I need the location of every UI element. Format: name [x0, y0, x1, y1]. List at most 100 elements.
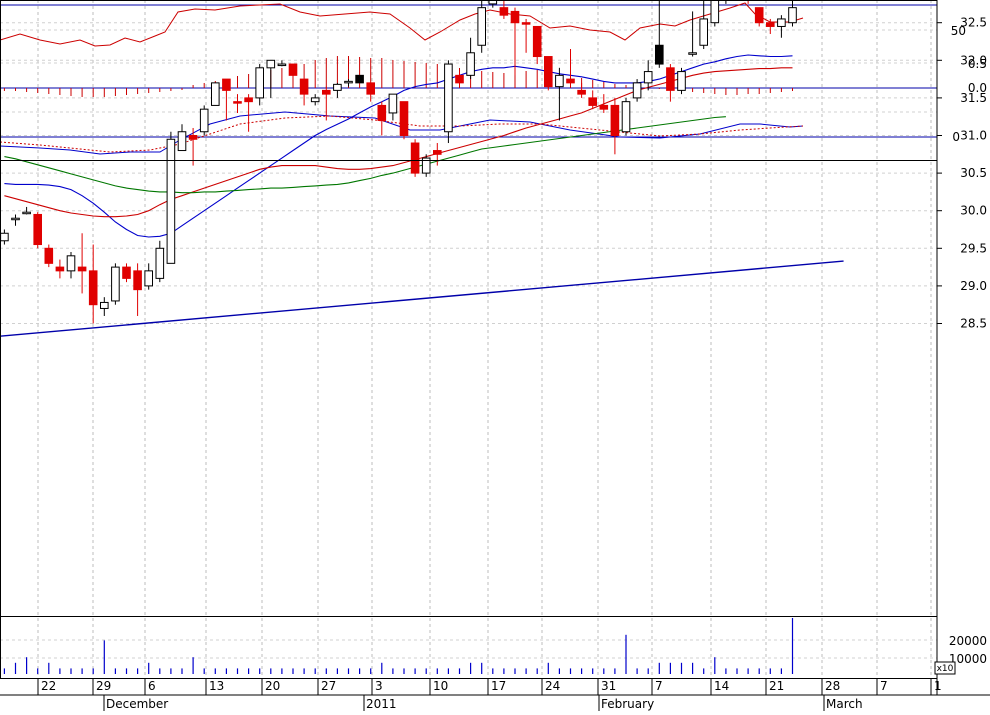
grid	[0, 0, 937, 678]
date-axis-tick-label: 1	[934, 679, 942, 693]
date-axis-tick-label: 20	[265, 679, 280, 693]
price-axis-tick-label: 28.5	[960, 317, 987, 331]
volume-panel	[4, 618, 792, 674]
candle-body	[567, 79, 575, 83]
candle-body	[1, 233, 9, 241]
candle-body	[478, 8, 486, 46]
candle-body	[445, 64, 453, 132]
date-axis-tick-label: 14	[714, 679, 729, 693]
candle-body	[767, 23, 775, 27]
date-axis-tick-label: 7	[880, 679, 888, 693]
candle-body	[278, 64, 286, 66]
candle-body	[112, 267, 120, 301]
candle-body	[411, 143, 419, 173]
candle-body	[456, 75, 464, 83]
candle-body	[467, 53, 475, 76]
panel-border	[1, 617, 938, 679]
candle-body	[89, 271, 97, 305]
date-axis-tick-label: 29	[96, 679, 111, 693]
ind3-axis-tick-label: 0	[952, 130, 960, 144]
month-axis-label: December	[106, 697, 168, 711]
volume-axis-tick-label: 20000	[949, 634, 987, 648]
candle-body	[67, 256, 75, 271]
volume-multiplier-label: x10	[937, 664, 954, 674]
date-axis-tick-label: 6	[148, 679, 156, 693]
candle-body	[167, 139, 175, 263]
candle-body	[522, 23, 530, 25]
candle-body	[711, 0, 719, 23]
candle-body	[500, 8, 508, 16]
candle-body	[644, 72, 652, 83]
candle-body	[101, 302, 109, 308]
date-axis-tick-label: 31	[601, 679, 616, 693]
candle-body	[667, 68, 675, 91]
candle-body	[311, 98, 319, 102]
candle-body	[334, 84, 342, 90]
date-axis-tick-label: 27	[321, 679, 336, 693]
price-axis-tick-label: 29.5	[960, 241, 987, 255]
candle-body	[378, 105, 386, 120]
candle-body	[223, 79, 231, 90]
candle-body	[45, 248, 53, 263]
candle-body	[356, 75, 364, 83]
candle-body	[256, 68, 264, 98]
date-axis-tick-label: 17	[491, 679, 506, 693]
month-axis-label: March	[826, 697, 863, 711]
month-axis-label: 2011	[366, 697, 397, 711]
axis-labels: 34.033.533.032.532.031.531.030.530.029.5…	[38, 0, 987, 711]
panel-frames	[0, 0, 990, 695]
date-axis-tick-label: 7	[655, 679, 663, 693]
candle-body	[12, 218, 20, 220]
candle-body	[400, 102, 408, 136]
candle-body	[289, 64, 297, 75]
candle-body	[578, 90, 586, 94]
candle-body	[345, 81, 353, 83]
candle-body	[755, 8, 763, 23]
candle-body	[145, 271, 153, 286]
month-axis-label: February	[601, 697, 654, 711]
candle-body	[123, 267, 131, 278]
candle-body	[300, 79, 308, 94]
candle-body	[556, 75, 564, 86]
candle-body	[589, 98, 597, 106]
date-axis-tick-label: 10	[433, 679, 448, 693]
candle-body	[367, 83, 375, 94]
rsi-line	[0, 3, 803, 46]
candle-body	[611, 105, 619, 135]
rsi-axis-tick-label: 50	[951, 24, 966, 38]
candle-body	[23, 212, 31, 214]
candle-body	[189, 136, 197, 140]
candle-body	[656, 45, 664, 64]
candle-body	[78, 267, 86, 271]
candle-body	[700, 19, 708, 45]
candle-body	[56, 267, 64, 271]
candle-body	[678, 72, 686, 91]
candle-body	[178, 132, 186, 151]
candle-body	[267, 60, 275, 68]
date-axis-tick-label: 22	[41, 679, 56, 693]
candle-body	[389, 94, 397, 113]
macd-axis-tick-label: 0.5	[968, 57, 987, 71]
candle-body	[789, 8, 797, 23]
price-axis-tick-label: 31.0	[960, 129, 987, 143]
candle-body	[533, 26, 541, 56]
candle-body	[434, 151, 442, 155]
candle-body	[212, 83, 220, 106]
date-axis-tick-label: 13	[209, 679, 224, 693]
candle-body	[34, 214, 42, 244]
price-axis-tick-label: 29.0	[960, 279, 987, 293]
date-axis-tick-label: 21	[769, 679, 784, 693]
candle-body	[234, 102, 242, 104]
candle-body	[545, 57, 553, 87]
price-axis-tick-label: 30.0	[960, 204, 987, 218]
candle-body	[689, 53, 697, 55]
candle-body	[156, 248, 164, 278]
macd-axis-tick-label: 0.0	[968, 81, 987, 95]
candle-body	[511, 11, 519, 22]
price-axis-tick-label: 30.5	[960, 166, 987, 180]
candle-body	[245, 98, 253, 102]
candle-body	[323, 90, 331, 94]
candle-body	[778, 19, 786, 27]
